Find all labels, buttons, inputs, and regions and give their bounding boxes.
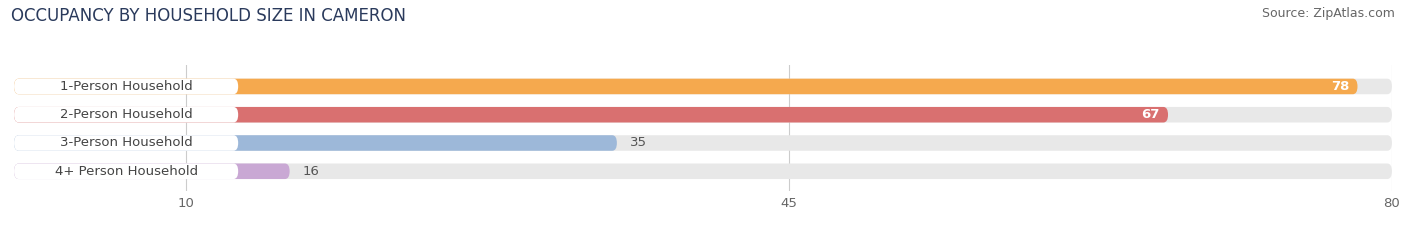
Text: 35: 35 [630,137,647,150]
FancyBboxPatch shape [14,135,1392,151]
FancyBboxPatch shape [14,79,1392,94]
FancyBboxPatch shape [14,164,1392,179]
Text: 16: 16 [302,165,319,178]
Text: OCCUPANCY BY HOUSEHOLD SIZE IN CAMERON: OCCUPANCY BY HOUSEHOLD SIZE IN CAMERON [11,7,406,25]
FancyBboxPatch shape [14,107,238,123]
FancyBboxPatch shape [14,107,1392,123]
FancyBboxPatch shape [14,79,238,94]
Text: 4+ Person Household: 4+ Person Household [55,165,198,178]
FancyBboxPatch shape [14,135,617,151]
FancyBboxPatch shape [14,79,1358,94]
Text: 67: 67 [1142,108,1160,121]
Text: 3-Person Household: 3-Person Household [59,137,193,150]
Text: Source: ZipAtlas.com: Source: ZipAtlas.com [1261,7,1395,20]
Text: 1-Person Household: 1-Person Household [59,80,193,93]
FancyBboxPatch shape [14,135,238,151]
FancyBboxPatch shape [14,107,1168,123]
Text: 78: 78 [1331,80,1350,93]
Text: 2-Person Household: 2-Person Household [59,108,193,121]
FancyBboxPatch shape [14,164,290,179]
FancyBboxPatch shape [14,164,238,179]
